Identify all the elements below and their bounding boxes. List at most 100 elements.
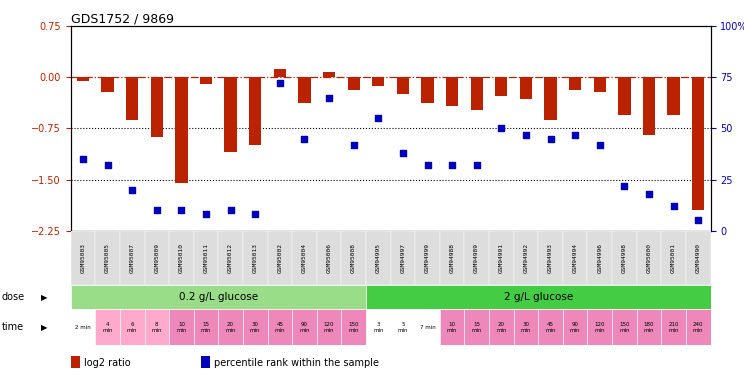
Text: GSM95006: GSM95006 (327, 243, 332, 273)
Point (151, 207, 163, 213)
Point (323, 95, 335, 101)
Text: GSM95004: GSM95004 (302, 243, 307, 273)
Bar (71, 231, 95, 285)
Text: ▶: ▶ (41, 323, 48, 332)
Text: 6
min: 6 min (127, 322, 138, 333)
Point (347, 142, 359, 148)
Text: 10
min: 10 min (176, 322, 187, 333)
Text: 45
min: 45 min (545, 322, 556, 333)
Text: 120
min: 120 min (324, 322, 334, 333)
Text: GDS1752 / 9869: GDS1752 / 9869 (71, 12, 173, 25)
Text: GSM94996: GSM94996 (597, 243, 603, 273)
Point (77, 156, 89, 162)
Bar (612, 309, 637, 345)
Bar (120, 309, 144, 345)
Point (545, 136, 557, 142)
Bar (268, 309, 292, 345)
Text: GSM95001: GSM95001 (671, 243, 676, 273)
Bar (317, 309, 341, 345)
Text: percentile rank within the sample: percentile rank within the sample (214, 358, 379, 368)
Point (225, 207, 237, 213)
Bar (243, 309, 268, 345)
Bar (661, 309, 686, 345)
Text: log2 ratio: log2 ratio (84, 358, 131, 368)
Point (126, 187, 138, 193)
Bar (292, 231, 317, 285)
Bar (391, 231, 415, 285)
Bar (464, 231, 489, 285)
Point (446, 162, 458, 168)
Bar (588, 309, 612, 345)
Bar (71, 309, 95, 345)
Text: GSM95013: GSM95013 (253, 243, 257, 273)
Bar (77, 77, 89, 81)
Bar (637, 231, 661, 285)
Text: GSM95011: GSM95011 (204, 243, 208, 273)
Point (372, 115, 384, 121)
Bar (193, 309, 218, 345)
Text: 20
min: 20 min (496, 322, 507, 333)
Bar (366, 231, 391, 285)
Text: 8
min: 8 min (152, 322, 162, 333)
Text: GSM94992: GSM94992 (524, 243, 528, 273)
Text: 20
min: 20 min (225, 322, 236, 333)
Bar (218, 309, 243, 345)
Text: 240
min: 240 min (693, 322, 704, 333)
Point (298, 136, 310, 142)
Bar (169, 231, 193, 285)
Point (102, 162, 114, 168)
Bar (366, 285, 711, 309)
Text: GSM95012: GSM95012 (228, 243, 233, 273)
Text: GSM94995: GSM94995 (376, 243, 381, 273)
Bar (391, 309, 415, 345)
Point (471, 162, 483, 168)
Text: 15
min: 15 min (472, 322, 482, 333)
Bar (588, 231, 612, 285)
Bar (317, 231, 341, 285)
Bar (298, 77, 311, 103)
Bar (366, 309, 391, 345)
Point (274, 81, 286, 87)
Bar (144, 231, 169, 285)
Point (200, 211, 212, 217)
Text: 3
min: 3 min (373, 322, 384, 333)
Bar (612, 231, 637, 285)
Point (618, 183, 630, 189)
Point (643, 191, 655, 197)
Bar (569, 77, 581, 90)
Bar (520, 77, 532, 99)
Bar (101, 77, 114, 92)
Bar (618, 77, 631, 115)
Bar (150, 77, 163, 137)
Bar (268, 231, 292, 285)
Bar (496, 77, 507, 96)
Bar (397, 77, 409, 94)
Bar (538, 309, 563, 345)
Text: dose: dose (1, 292, 25, 302)
Bar (489, 309, 513, 345)
Text: GSM94988: GSM94988 (449, 243, 455, 273)
Text: GSM94993: GSM94993 (548, 243, 553, 273)
Text: GSM95010: GSM95010 (179, 243, 184, 273)
Bar (120, 231, 144, 285)
Text: GSM95005: GSM95005 (105, 243, 110, 273)
Text: GSM94994: GSM94994 (573, 243, 577, 273)
Text: 2 min: 2 min (75, 325, 91, 330)
Point (397, 150, 409, 156)
Text: 0.2 g/L glucose: 0.2 g/L glucose (179, 292, 258, 302)
Bar (643, 77, 655, 135)
Text: time: time (1, 322, 24, 332)
Bar (292, 309, 317, 345)
Text: GSM94998: GSM94998 (622, 243, 627, 273)
Text: 120
min: 120 min (594, 322, 605, 333)
Text: GSM94989: GSM94989 (474, 243, 479, 273)
Bar (243, 231, 268, 285)
Point (667, 203, 679, 209)
Text: 90
min: 90 min (299, 322, 310, 333)
Bar (545, 77, 557, 120)
Bar (686, 231, 711, 285)
Bar (563, 309, 588, 345)
Text: 10
min: 10 min (447, 322, 458, 333)
Bar (538, 231, 563, 285)
Text: GSM95007: GSM95007 (129, 243, 135, 273)
